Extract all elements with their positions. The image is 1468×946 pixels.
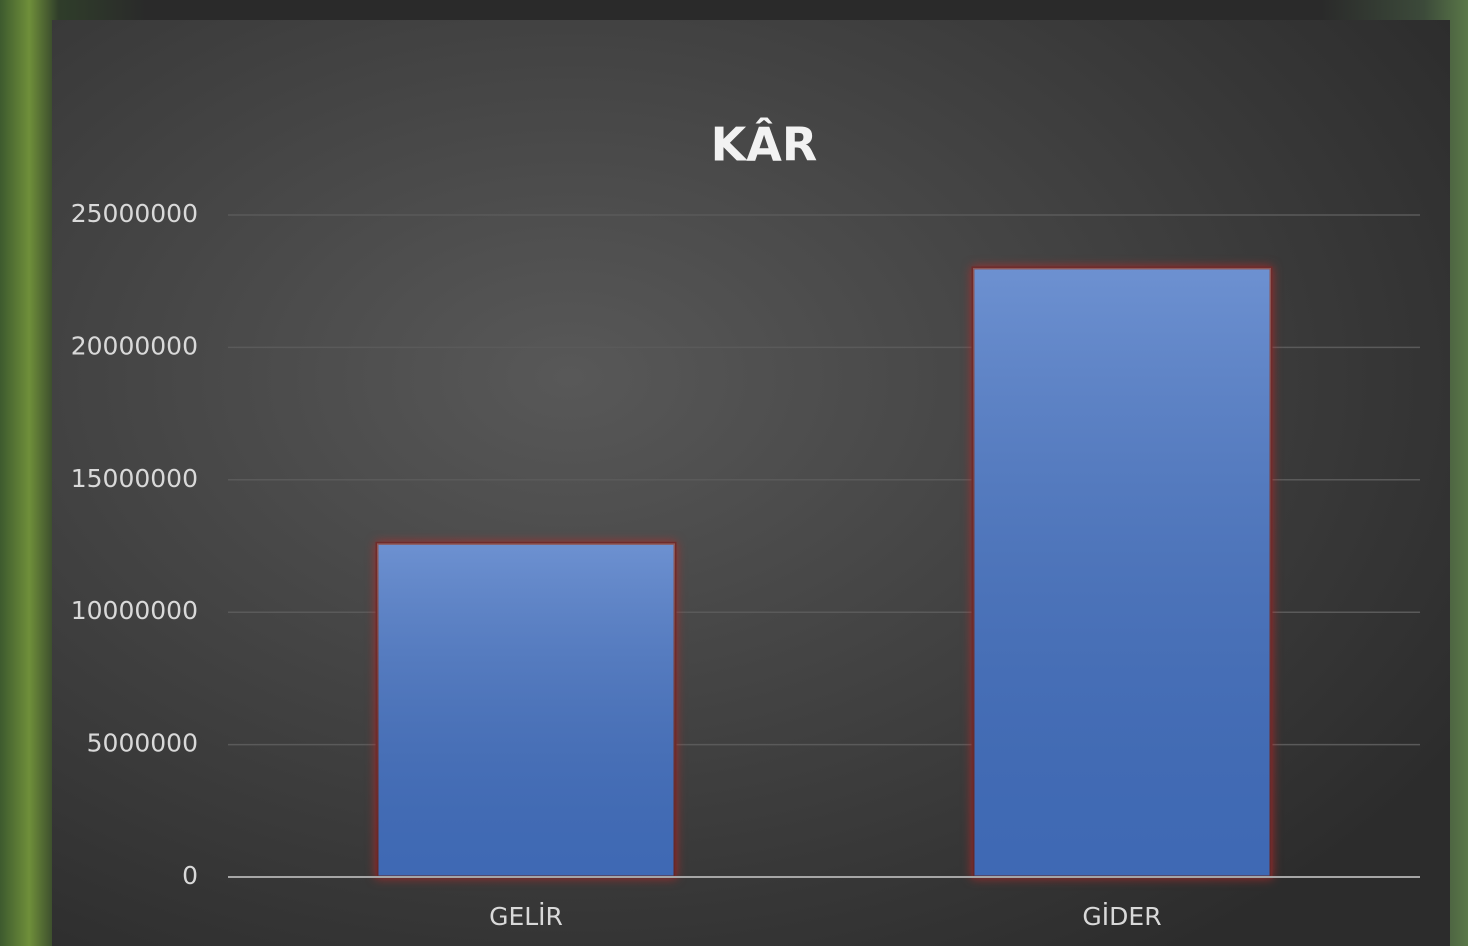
y-tick-label: 20000000 [71,331,198,360]
y-tick-label: 10000000 [71,596,198,625]
chart-title: KÂR [711,118,818,172]
y-tick-label: 5000000 [87,729,198,758]
y-tick-label: 15000000 [71,464,198,493]
x-tick-label: GELİR [489,902,563,931]
y-tick-label: 0 [182,861,198,890]
x-tick-label: GİDER [1082,902,1161,931]
bar-sheen [377,543,675,877]
y-tick-label: 25000000 [71,199,198,228]
bar-sheen [973,267,1271,878]
